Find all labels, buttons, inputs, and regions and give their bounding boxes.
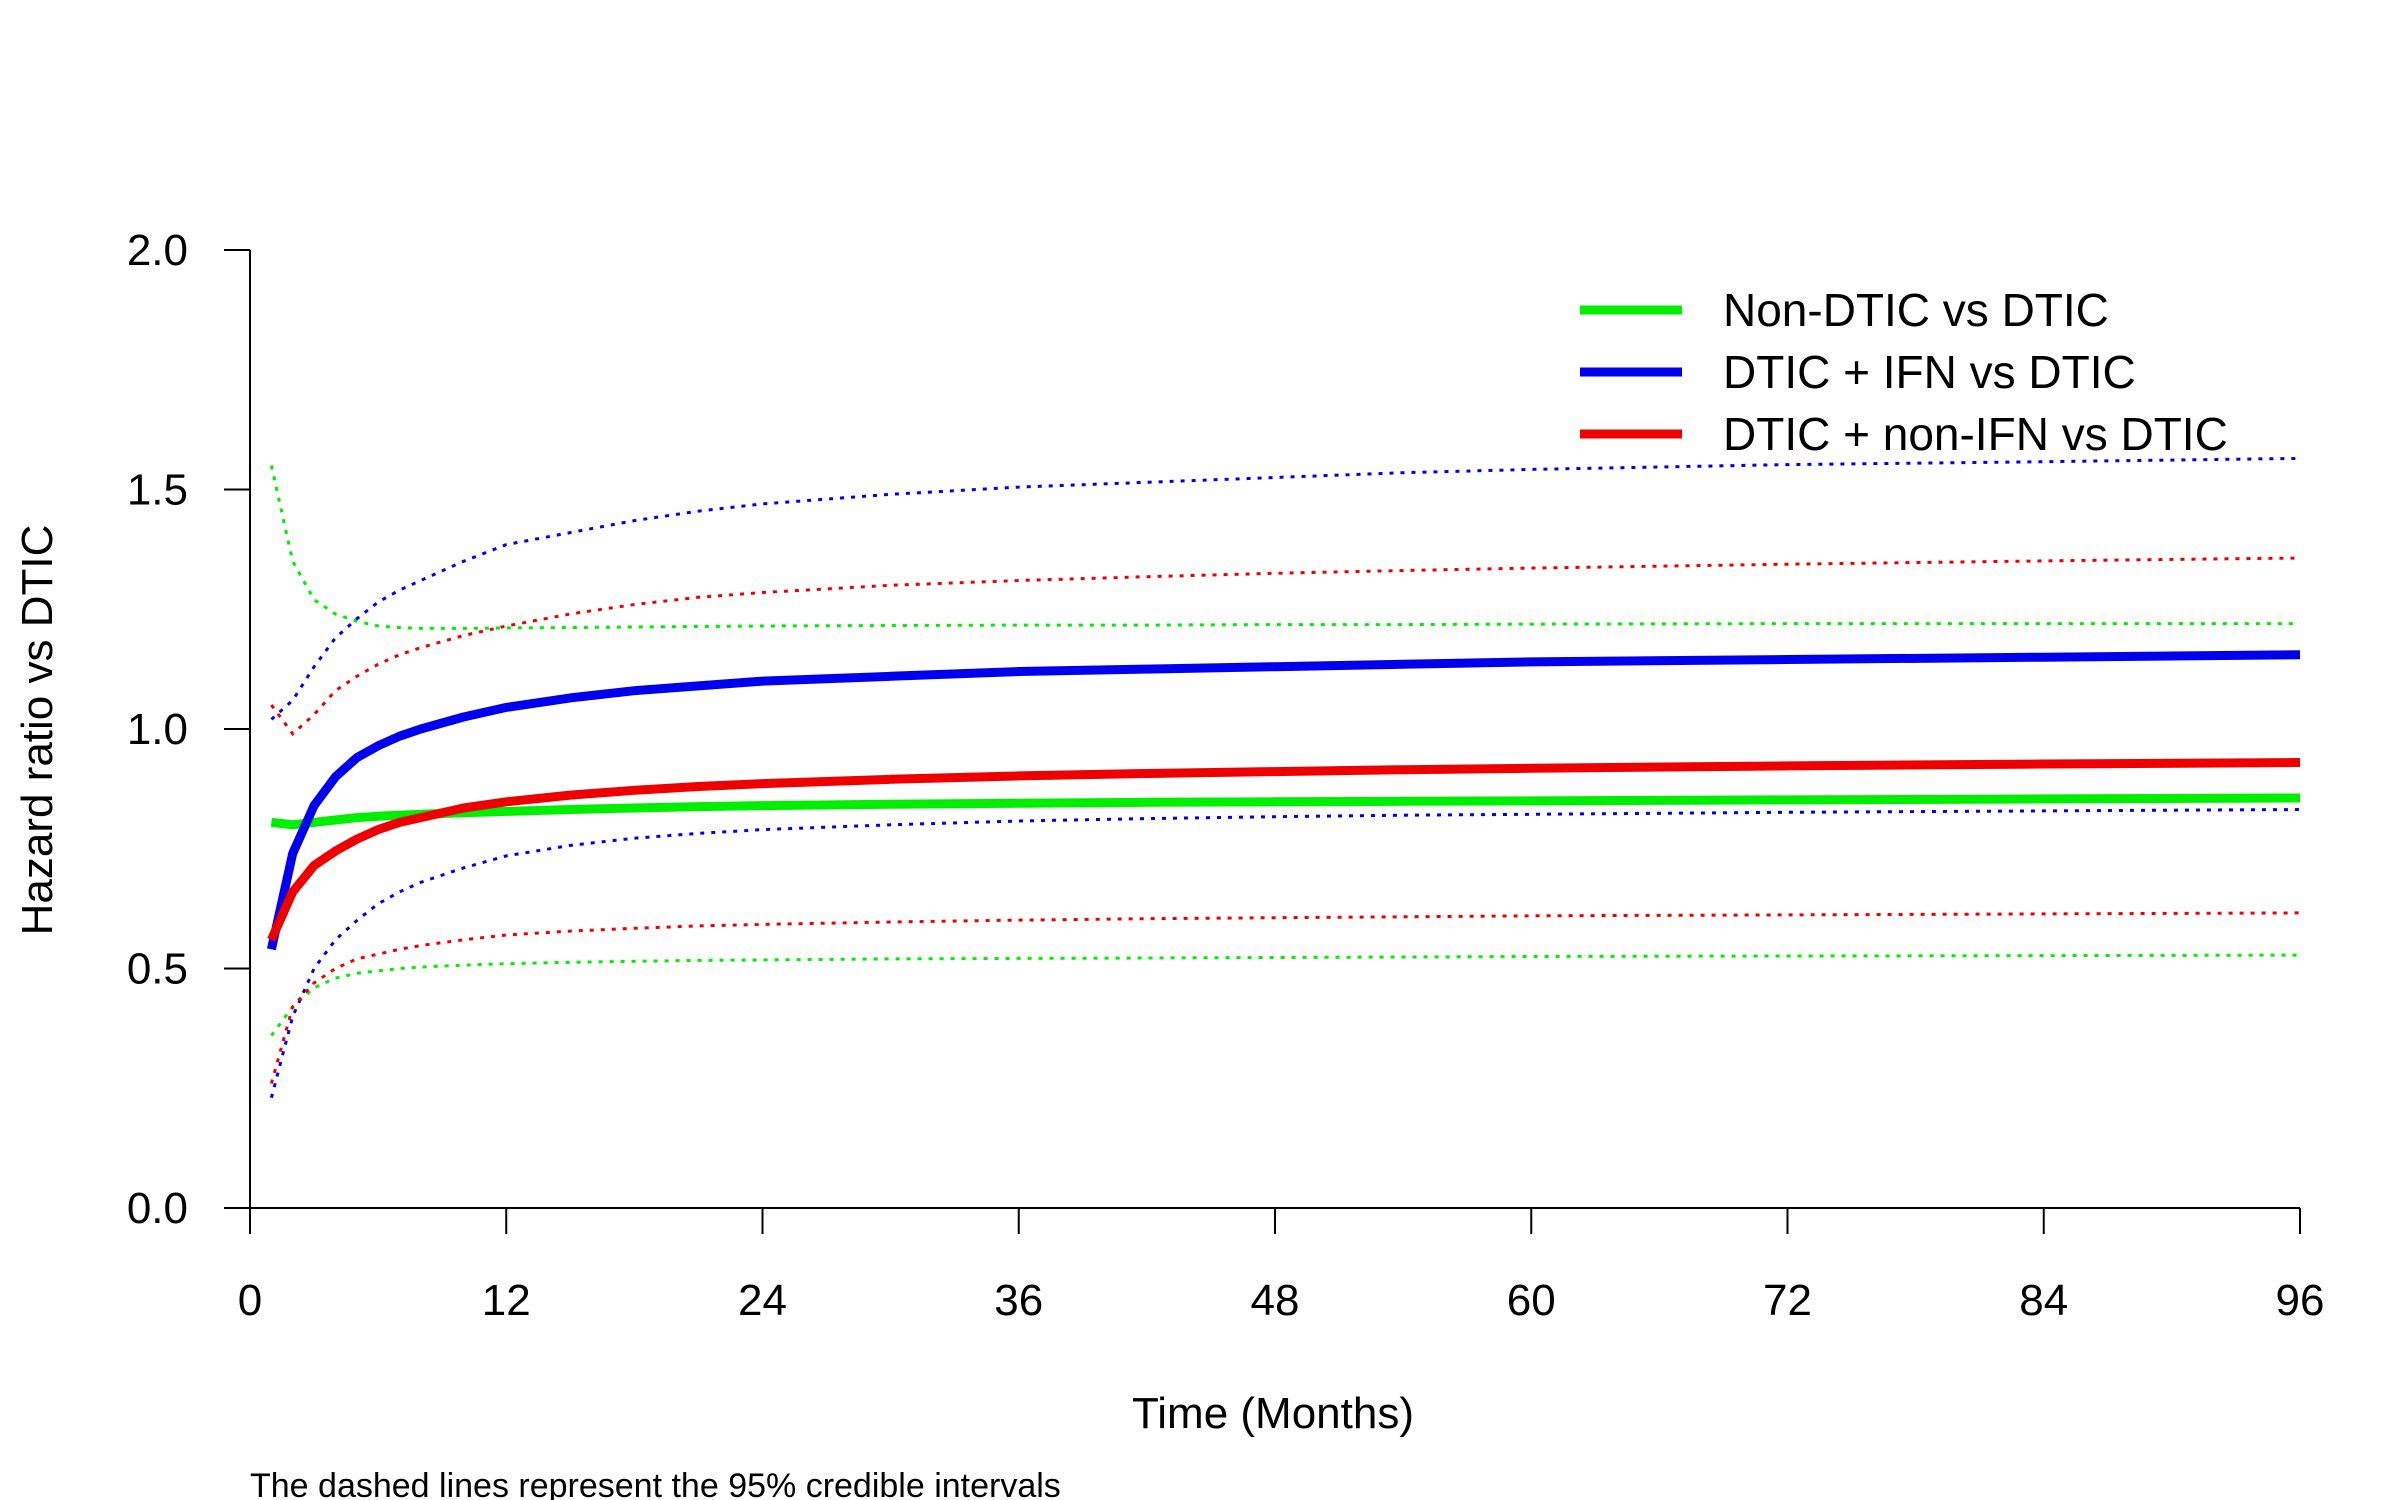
x-tick-label-12: 12 (482, 1276, 531, 1325)
series-lines (267, 650, 2301, 951)
x-tick-label-24: 24 (738, 1276, 787, 1325)
y-tick-label-0-0: 0.0 (127, 1184, 188, 1233)
legend-label-dtic-non-ifn-vs-dtic: DTIC + non-IFN vs DTIC (1723, 408, 2228, 460)
y-tick-label-0-5: 0.5 (127, 945, 188, 994)
x-tick-label-84: 84 (2019, 1276, 2068, 1325)
dtic-ifn-vs-dtic-line (267, 650, 2301, 951)
non-dtic-vs-dtic-upper-interval-line (269, 465, 2300, 630)
y-tick-label-1-5: 1.5 (127, 466, 188, 515)
y-axis-ticks: 0.0 0.5 1.0 1.5 2.0 (127, 226, 250, 1233)
credible-interval-lines (269, 456, 2301, 1099)
dtic-non-ifn-vs-dtic-line (267, 758, 2301, 942)
legend: Non-DTIC vs DTIC DTIC + IFN vs DTIC DTIC +… (1580, 284, 2228, 460)
non-dtic-vs-dtic-line (270, 793, 2301, 830)
x-tick-label-96: 96 (2276, 1276, 2325, 1325)
y-tick-label-2-0: 2.0 (127, 226, 188, 275)
y-tick-label-1-0: 1.0 (127, 705, 188, 754)
dtic-non-ifn-vs-dtic-upper-interval-line (270, 556, 2301, 737)
x-tick-label-0: 0 (238, 1276, 262, 1325)
x-tick-label-60: 60 (1507, 1276, 1556, 1325)
x-axis-label: Time (Months) (1132, 1389, 1414, 1438)
x-tick-label-48: 48 (1251, 1276, 1300, 1325)
dtic-non-ifn-vs-dtic-lower-interval-line (269, 911, 2301, 1084)
legend-label-non-dtic-vs-dtic: Non-DTIC vs DTIC (1723, 284, 2109, 336)
footnote: The dashed lines represent the 95% credi… (250, 1467, 1061, 1500)
y-axis-label: Hazard ratio vs DTIC (13, 525, 62, 936)
dtic-ifn-vs-dtic-lower-interval-line (269, 808, 2301, 1099)
non-dtic-vs-dtic-lower-interval-line (270, 953, 2301, 1037)
legend-label-dtic-ifn-vs-dtic: DTIC + IFN vs DTIC (1723, 346, 2136, 398)
x-axis-ticks: 0 12 24 36 48 60 72 84 96 (238, 1208, 2325, 1325)
x-tick-label-72: 72 (1763, 1276, 1812, 1325)
dtic-ifn-vs-dtic-upper-interval-line (270, 456, 2301, 721)
x-tick-label-36: 36 (994, 1276, 1043, 1325)
